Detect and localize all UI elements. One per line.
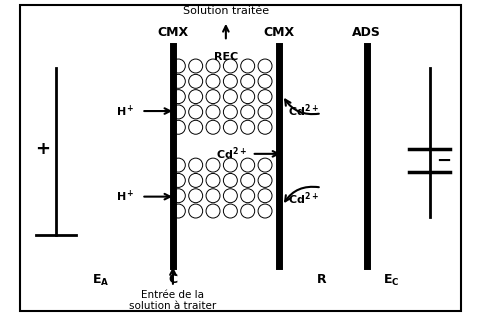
Text: $\mathbf{E_A}$: $\mathbf{E_A}$ [92, 273, 109, 288]
Text: ADS: ADS [351, 26, 380, 39]
Circle shape [205, 74, 219, 88]
Circle shape [205, 204, 219, 218]
Text: $\mathbf{Cd^{2+}}$: $\mathbf{Cd^{2+}}$ [287, 103, 318, 119]
Text: $\mathbf{Cd^{2+}}$: $\mathbf{Cd^{2+}}$ [287, 190, 318, 207]
Circle shape [258, 120, 272, 134]
Text: $\mathbf{H^+}$: $\mathbf{H^+}$ [116, 103, 134, 119]
Circle shape [258, 158, 272, 172]
Circle shape [205, 59, 219, 73]
Circle shape [171, 120, 185, 134]
Circle shape [240, 158, 254, 172]
Text: $\mathbf{R}$: $\mathbf{R}$ [315, 273, 326, 286]
Text: Entrée de la
solution à traiter: Entrée de la solution à traiter [129, 290, 216, 311]
Circle shape [223, 173, 237, 187]
Text: −: − [435, 152, 450, 169]
Circle shape [240, 173, 254, 187]
Circle shape [258, 90, 272, 104]
Circle shape [171, 90, 185, 104]
Circle shape [258, 105, 272, 119]
Circle shape [258, 59, 272, 73]
Circle shape [171, 74, 185, 88]
Circle shape [223, 90, 237, 104]
Circle shape [240, 59, 254, 73]
Circle shape [188, 74, 202, 88]
Circle shape [240, 189, 254, 203]
Text: $\mathbf{Cd^{2+}}$: $\mathbf{Cd^{2+}}$ [216, 146, 247, 162]
Circle shape [205, 105, 219, 119]
Circle shape [240, 120, 254, 134]
Circle shape [205, 120, 219, 134]
Circle shape [188, 105, 202, 119]
Circle shape [205, 173, 219, 187]
Circle shape [188, 120, 202, 134]
Circle shape [171, 158, 185, 172]
Circle shape [240, 105, 254, 119]
Circle shape [240, 90, 254, 104]
Circle shape [223, 204, 237, 218]
Circle shape [205, 90, 219, 104]
Circle shape [223, 120, 237, 134]
Circle shape [223, 59, 237, 73]
Circle shape [240, 74, 254, 88]
Circle shape [223, 74, 237, 88]
Text: +: + [35, 140, 50, 158]
Circle shape [188, 90, 202, 104]
Circle shape [188, 204, 202, 218]
Text: $\mathbf{E_C}$: $\mathbf{E_C}$ [383, 273, 399, 288]
Circle shape [205, 158, 219, 172]
Circle shape [258, 173, 272, 187]
Text: REC: REC [214, 52, 238, 62]
Text: $\mathbf{C}$: $\mathbf{C}$ [168, 273, 178, 286]
Circle shape [188, 158, 202, 172]
Circle shape [171, 189, 185, 203]
Circle shape [240, 204, 254, 218]
Circle shape [171, 59, 185, 73]
Circle shape [188, 189, 202, 203]
Text: $\mathbf{H^+}$: $\mathbf{H^+}$ [116, 189, 134, 204]
Circle shape [171, 204, 185, 218]
Circle shape [171, 105, 185, 119]
Circle shape [223, 189, 237, 203]
Text: Solution traitée: Solution traitée [182, 6, 268, 17]
Circle shape [205, 189, 219, 203]
Circle shape [258, 189, 272, 203]
Circle shape [223, 105, 237, 119]
Circle shape [171, 173, 185, 187]
Circle shape [223, 158, 237, 172]
Circle shape [258, 204, 272, 218]
Circle shape [258, 74, 272, 88]
Text: CMX: CMX [157, 26, 188, 39]
Circle shape [188, 59, 202, 73]
Text: CMX: CMX [263, 26, 294, 39]
Circle shape [188, 173, 202, 187]
